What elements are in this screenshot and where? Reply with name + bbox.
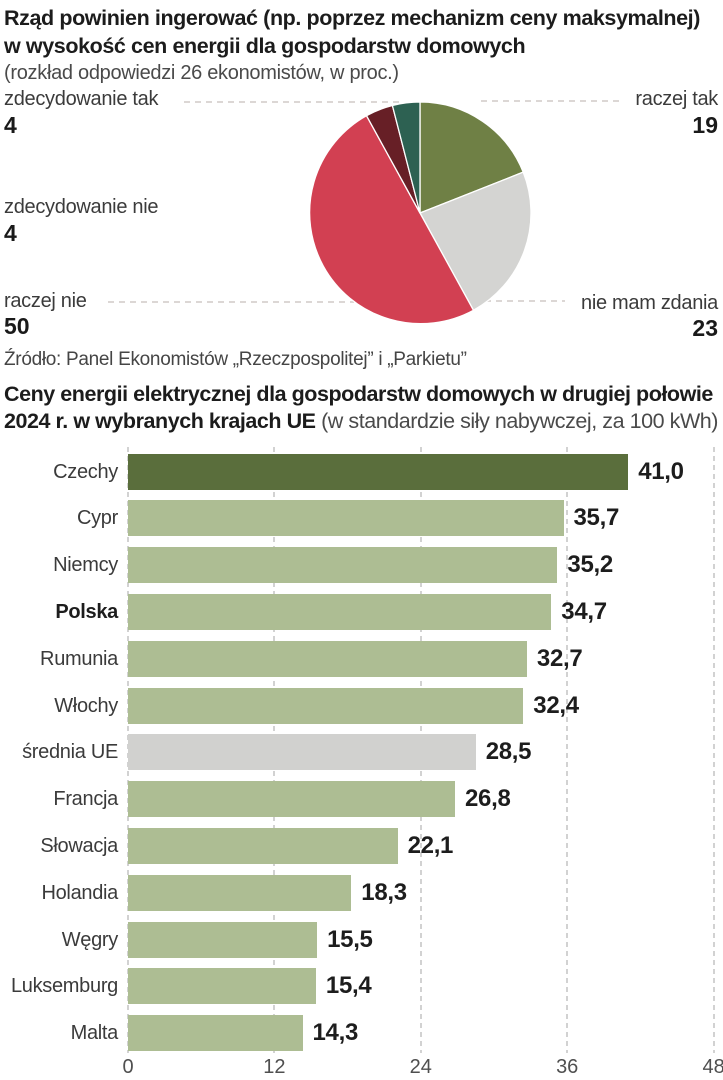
bar-label-rumunia: Rumunia: [40, 647, 118, 670]
leader-line-zdecydowanie-tak: [184, 101, 400, 103]
pie-label-raczej-nie: raczej nie: [4, 290, 87, 312]
bar-label-cypr: Cypr: [76, 507, 118, 530]
bar-value-niemcy: 35,2: [567, 551, 613, 579]
bar-niemcy: [128, 547, 558, 584]
bar-value-polska: 34,7: [561, 597, 607, 625]
bar-label-francja: Francja: [53, 788, 118, 811]
x-axis-tick-24: 24: [409, 1056, 432, 1078]
bar-value-malta: 14,3: [312, 1019, 359, 1047]
pie-value-raczej-tak: 19: [692, 112, 718, 138]
bar-label-slowacja: Słowacja: [40, 834, 118, 857]
pie-value-raczej-nie: 50: [4, 313, 30, 339]
pie-value-nie-mam-zdania: 23: [692, 315, 718, 341]
bar-label-luksemburg: Luksemburg: [10, 975, 118, 998]
x-axis-tick-12: 12: [263, 1056, 286, 1078]
leader-line-raczej-tak: [481, 100, 622, 102]
bar-czechy: [128, 453, 629, 490]
bar-slowacja: [128, 827, 398, 864]
leader-line-nie-mam-zdania: [485, 300, 565, 302]
bar-label-wegry: Węgry: [61, 928, 119, 951]
x-axis-tick-0: 0: [122, 1056, 134, 1078]
pie-label-zdecydowanie-nie: zdecydowanie nie: [4, 196, 159, 218]
pie-chart-title-line1: Rząd powinien ingerować (np. poprzez mec…: [4, 6, 701, 30]
bar-value-holandia: 18,3: [361, 878, 407, 906]
bar-label-wlochy: Włochy: [54, 694, 118, 717]
gridline-x-36: [566, 447, 569, 1053]
bar-value-francja: 26,8: [465, 785, 511, 813]
bar-cypr: [128, 500, 564, 537]
pie-label-nie-mam-zdania: nie mam zdania: [581, 292, 718, 314]
pie-chart-subtitle: (rozkład odpowiedzi 26 ekonomistów, w pr…: [4, 62, 399, 84]
pie-slice-raczej-nie: [309, 114, 475, 325]
bar-polska: [128, 593, 552, 630]
bar-label-malta: Malta: [70, 1022, 119, 1045]
bar-value-luksemburg: 15,4: [325, 972, 372, 1000]
bar-value-czechy: 41,0: [638, 457, 684, 485]
bar-chart-title-bold-line1: Ceny energii elektrycznej dla gospodarst…: [4, 382, 713, 406]
pie-label-raczej-tak: raczej tak: [635, 88, 718, 110]
bar-label-niemcy: Niemcy: [53, 554, 118, 577]
bar-francja: [128, 781, 455, 818]
pie-value-zdecydowanie-tak: 4: [4, 112, 17, 138]
bar-wlochy: [128, 687, 524, 724]
bar-label-srednia-ue: średnia UE: [22, 741, 118, 764]
bar-value-wlochy: 32,4: [533, 691, 579, 719]
bar-label-czechy: Czechy: [53, 460, 118, 483]
leader-line-raczej-nie: [108, 301, 354, 303]
bar-value-srednia-ue: 28,5: [485, 738, 532, 766]
bar-holandia: [128, 874, 352, 911]
bar-value-cypr: 35,7: [573, 504, 620, 532]
pie-chart-title: Rząd powinien ingerować (np. poprzez mec…: [4, 4, 719, 60]
pie-chart: [309, 101, 532, 325]
bar-value-rumunia: 32,7: [536, 644, 583, 672]
bar-label-polska: Polska: [55, 600, 118, 623]
bar-value-slowacja: 22,1: [407, 831, 454, 859]
bar-rumunia: [128, 640, 527, 677]
pie-value-zdecydowanie-nie: 4: [4, 220, 17, 246]
x-axis-tick-48: 48: [702, 1056, 723, 1078]
pie-slice-raczej-tak: [419, 101, 525, 214]
bar-luksemburg: [128, 968, 316, 1005]
bar-chart-title: Ceny energii elektrycznej dla gospodarst…: [4, 381, 721, 435]
pie-label-zdecydowanie-tak: zdecydowanie tak: [4, 88, 159, 110]
bar-wegry: [128, 921, 318, 958]
bar-value-wegry: 15,5: [327, 925, 373, 953]
gridline-x-48: [712, 447, 715, 1053]
source-note: Źródło: Panel Ekonomistów „Rzeczpospolit…: [4, 349, 467, 370]
x-axis-tick-36: 36: [556, 1056, 579, 1078]
bar-chart-title-bold-line2: 2024 r. w wybranych krajach UE: [4, 409, 316, 433]
pie-slice-nie-mam-zdania: [419, 171, 532, 312]
pie-slice-zdecydowanie-tak: [391, 101, 421, 214]
bar-chart-title-note: (w standardzie siły nabywczej, za 100 kW…: [315, 409, 719, 433]
pie-chart-title-line2: w wysokość cen energii dla gospodarstw d…: [4, 34, 526, 58]
bar-malta: [128, 1015, 303, 1052]
bar-srednia-ue: [128, 734, 476, 771]
bar-label-holandia: Holandia: [41, 881, 118, 904]
